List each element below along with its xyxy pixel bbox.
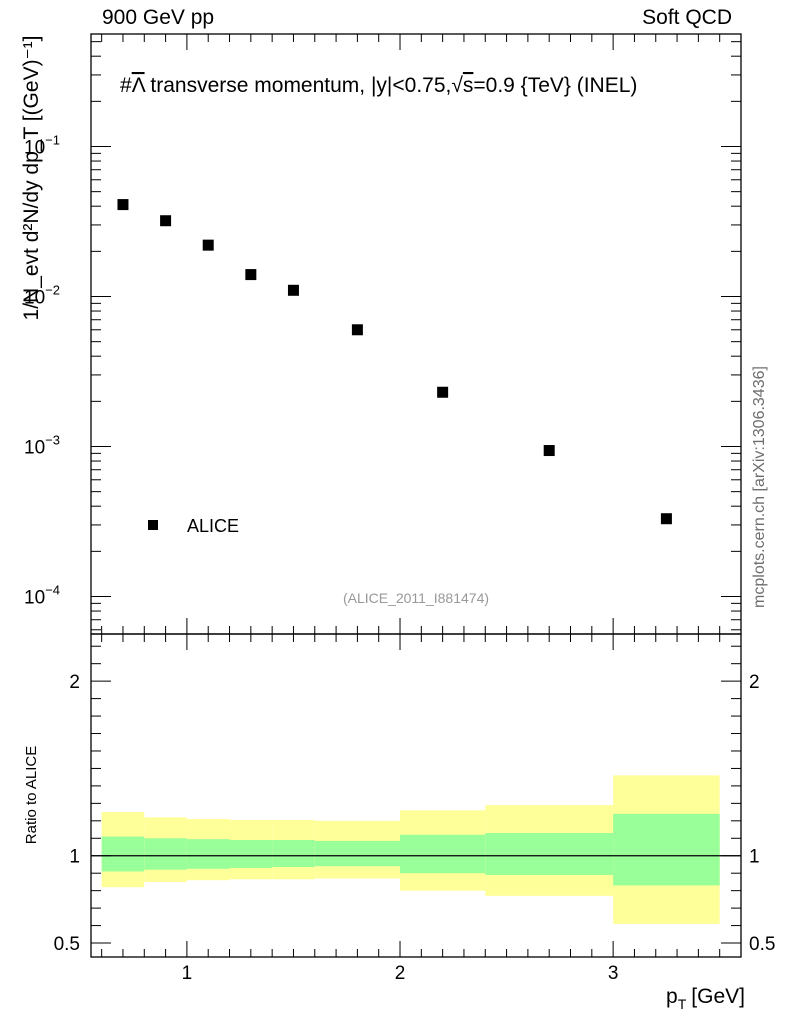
data-point [160, 215, 172, 227]
data-point [287, 284, 299, 296]
header-left-label: 900 GeV pp [102, 6, 215, 29]
data-point [202, 239, 214, 251]
data-points [117, 199, 672, 525]
ratio-tick-label-right: 2 [749, 672, 760, 693]
stat-uncertainty-band [485, 833, 614, 875]
legend-marker [148, 520, 158, 530]
ratio-tick-label-right: 1 [749, 847, 760, 868]
legend-label: ALICE [187, 516, 239, 536]
stat-uncertainty-band [613, 813, 720, 886]
stat-uncertainty-band [144, 838, 187, 870]
axis-labels: 1 2 3 10−1 10−2 10−3 10−4 2 2 1 1 0.5 0.5 [24, 133, 775, 985]
ratio-bands [101, 775, 720, 924]
ratio-tick-label-left: 2 [69, 672, 80, 693]
ratio-tick-label-left: 0.5 [54, 934, 80, 955]
ratio-y-axis-label: Ratio to ALICE [23, 746, 40, 844]
data-point [660, 513, 672, 525]
stat-uncertainty-band [272, 840, 315, 868]
y-axis-label: 1/N_evt d²N/dy dp_T [(GeV)⁻¹] [20, 36, 43, 321]
y-tick-label: 10−2 [24, 283, 60, 309]
analysis-id-label: (ALICE_2011_I881474) [343, 590, 489, 606]
stat-uncertainty-band [400, 834, 486, 874]
header-right-label: Soft QCD [642, 6, 732, 29]
stat-uncertainty-band [314, 840, 401, 867]
data-point [351, 324, 363, 336]
main-plot-frame [90, 33, 742, 635]
x-tick-label: 3 [608, 963, 619, 984]
y-tick-label: 10−1 [24, 133, 60, 159]
y-tick-label: 10−4 [24, 583, 60, 609]
axis-ticks [91, 34, 741, 957]
x-axis-label: pT [GeV] [666, 985, 745, 1012]
ratio-tick-label-left: 1 [69, 847, 80, 868]
data-point [437, 386, 449, 398]
stat-uncertainty-band [229, 840, 273, 868]
x-tick-label: 1 [182, 963, 193, 984]
y-tick-label: 10−3 [24, 433, 60, 459]
data-point [245, 269, 257, 281]
chart-title: #Λ transverse momentum, |y|<0.75,√s=0.9 … [120, 74, 637, 97]
data-point [543, 445, 555, 457]
ratio-tick-label-right: 0.5 [749, 934, 775, 955]
side-watermark-label: mcplots.cern.ch [arXiv:1306.3436] [751, 366, 768, 608]
x-tick-label: 2 [395, 963, 406, 984]
data-point [117, 199, 129, 211]
stat-uncertainty-band [186, 839, 230, 869]
lambda-bar-symbol: Λ [132, 74, 146, 97]
stat-uncertainty-band [101, 836, 145, 872]
ratio-plot-frame [90, 633, 742, 958]
